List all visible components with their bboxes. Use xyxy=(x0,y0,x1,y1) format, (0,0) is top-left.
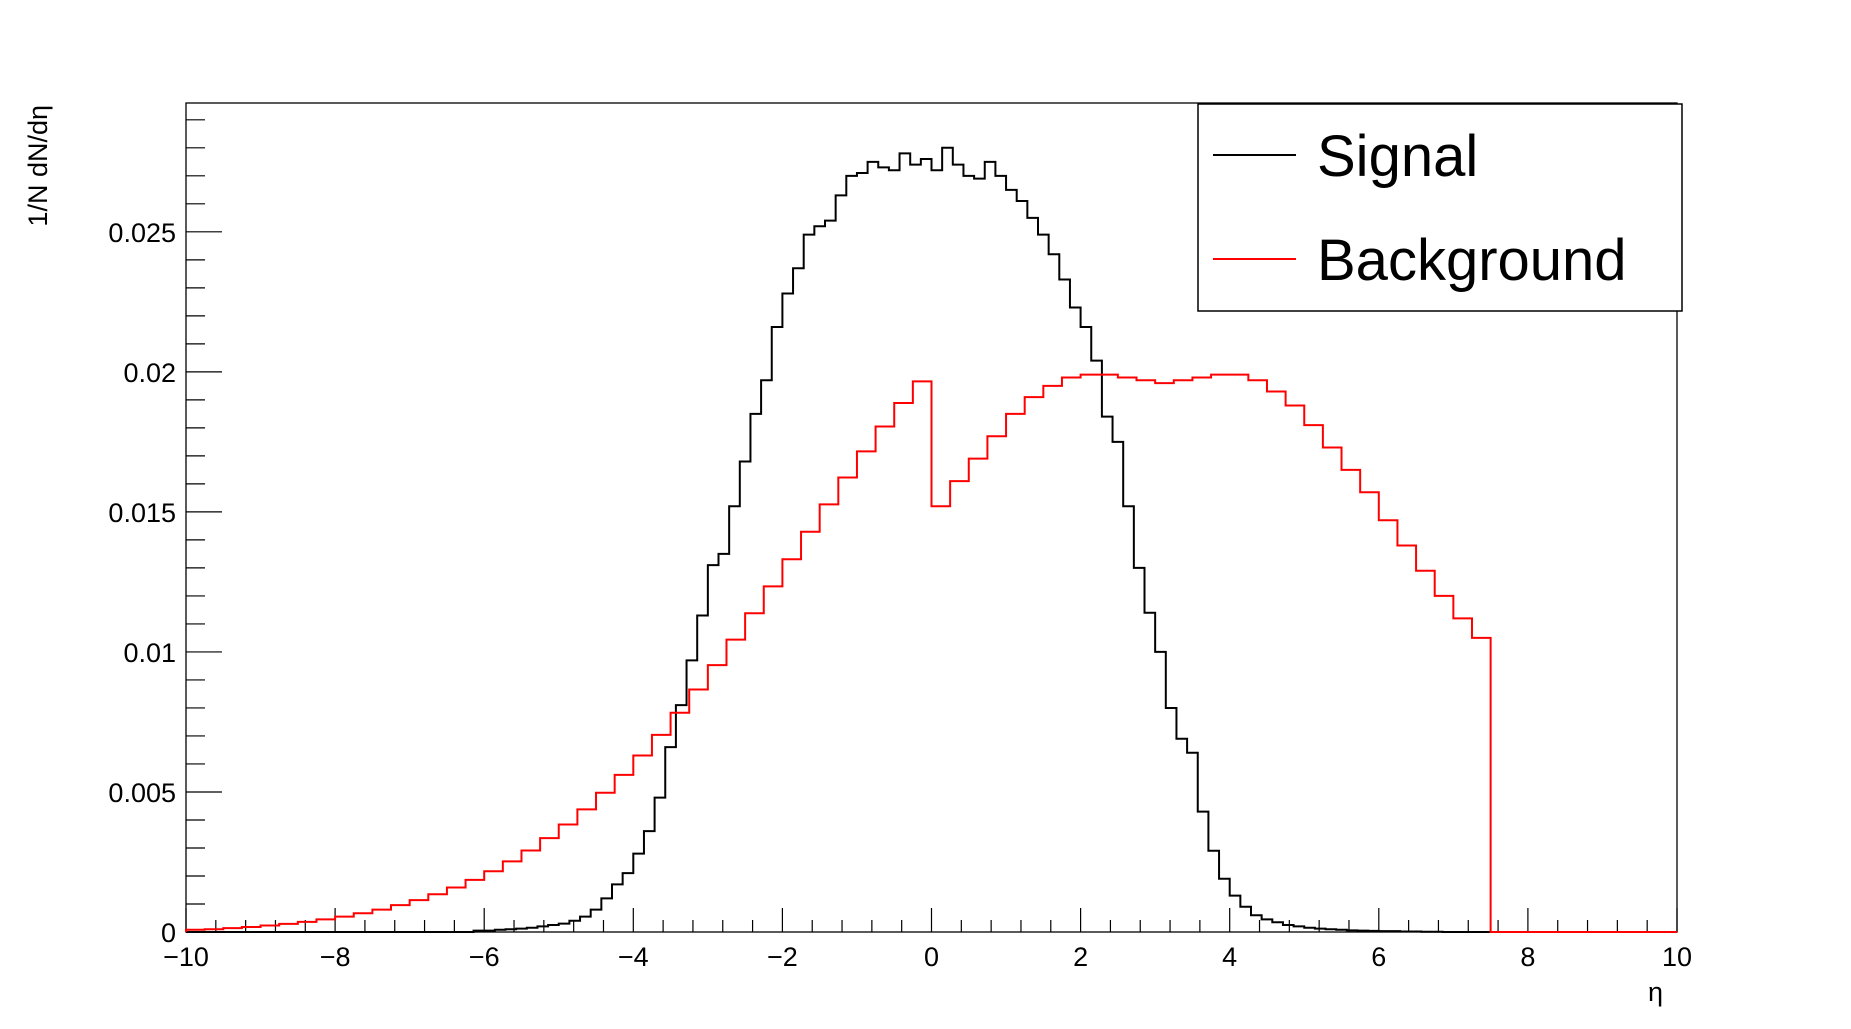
x-tick-label: 2 xyxy=(1073,942,1088,972)
x-tick-label: −4 xyxy=(618,942,649,972)
series-background-histogram xyxy=(185,373,1677,933)
legend-background-label: Background xyxy=(1317,228,1627,293)
x-axis: −10 −8 −6 −4 −2 0 2 4 6 8 10 xyxy=(163,908,1692,972)
x-tick-label: −8 xyxy=(320,942,351,972)
x-tick-label: 4 xyxy=(1222,942,1237,972)
x-tick-label: −6 xyxy=(469,942,500,972)
x-tick-label: 0 xyxy=(924,942,939,972)
y-axis: 0 0.005 0.01 0.015 0.02 0.025 xyxy=(108,119,222,948)
y-axis-title: 1/N dN/dη xyxy=(23,105,53,227)
y-tick-label: 0.01 xyxy=(123,638,176,668)
y-tick-label: 0 xyxy=(161,918,176,948)
y-tick-label: 0.025 xyxy=(108,218,176,248)
x-tick-label: −2 xyxy=(767,942,798,972)
series-signal-histogram xyxy=(186,146,1677,933)
legend-box xyxy=(1197,103,1683,312)
y-tick-label: 0.015 xyxy=(108,498,176,528)
y-tick-label: 0.02 xyxy=(123,358,176,388)
x-tick-label: 10 xyxy=(1662,942,1692,972)
legend: Signal Background xyxy=(1197,103,1683,312)
x-tick-label: 8 xyxy=(1520,942,1535,972)
x-tick-label: −10 xyxy=(163,942,209,972)
x-tick-label: 6 xyxy=(1371,942,1386,972)
y-tick-label: 0.005 xyxy=(108,778,176,808)
legend-signal-label: Signal xyxy=(1317,124,1478,189)
x-axis-title: η xyxy=(1648,977,1663,1007)
series-group xyxy=(185,146,1677,933)
